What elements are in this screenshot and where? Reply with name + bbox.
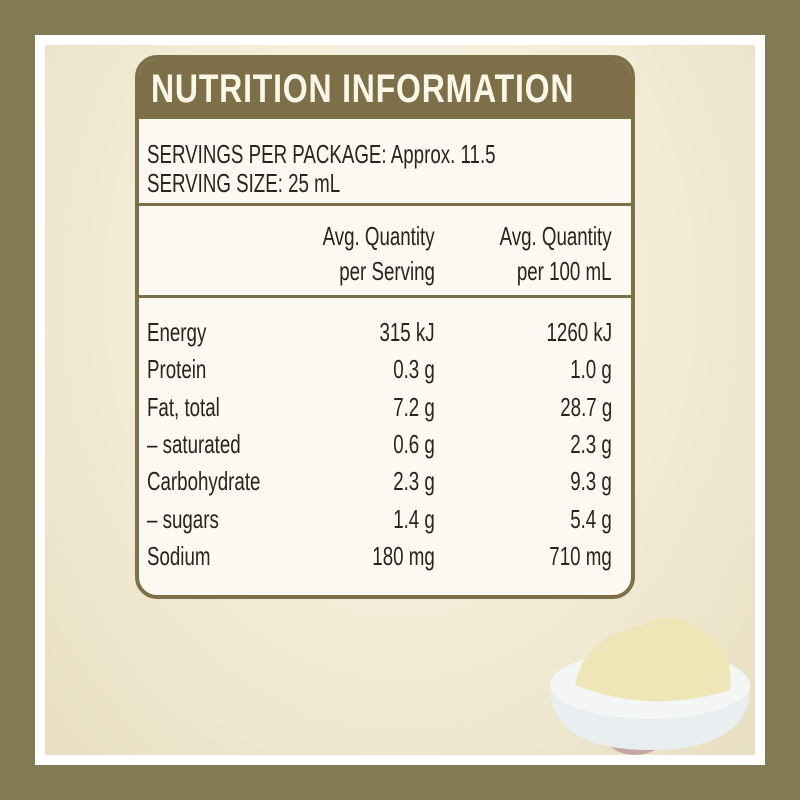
title: NUTRITION INFORMATION bbox=[151, 67, 575, 111]
nutrient-value: 1260 kJ bbox=[546, 317, 612, 347]
nutrient-value: 180 mg bbox=[372, 540, 435, 571]
column-header: Avg. Quantity bbox=[499, 221, 612, 251]
column-header: Avg. Quantity bbox=[322, 221, 435, 251]
nutrient-name: Sodium bbox=[147, 540, 211, 571]
divider bbox=[139, 295, 631, 298]
column-header: per 100 mL bbox=[517, 256, 612, 286]
nutrient-value: 9.3 g bbox=[570, 466, 612, 497]
nutrient-value: 2.3 g bbox=[393, 466, 435, 497]
nutrient-value: 28.7 g bbox=[559, 391, 612, 422]
nutrient-value: 2.3 g bbox=[570, 428, 612, 459]
nutrient-value: 7.2 g bbox=[393, 391, 435, 422]
title-bar: NUTRITION INFORMATION bbox=[139, 59, 631, 119]
mayo bbox=[575, 617, 731, 702]
nutrient-name: Carbohydrate bbox=[147, 466, 261, 497]
servings-line: SERVINGS PER PACKAGE: Approx. 11.5 bbox=[147, 139, 496, 169]
nutrient-name: Energy bbox=[147, 317, 207, 347]
servings-line: SERVING SIZE: 25 mL bbox=[147, 168, 341, 198]
nutrient-value: 0.6 g bbox=[393, 428, 435, 459]
nutrient-value: 710 mg bbox=[549, 540, 612, 571]
background: NUTRITION INFORMATION SERVINGS PER PACKA… bbox=[45, 45, 755, 755]
column-header: per Serving bbox=[339, 256, 435, 286]
frame: NUTRITION INFORMATION SERVINGS PER PACKA… bbox=[35, 35, 765, 765]
nutrient-name: Fat, total bbox=[147, 391, 220, 422]
nutrient-value: 1.4 g bbox=[393, 503, 435, 534]
nutrient-value: 5.4 g bbox=[570, 503, 612, 534]
nutrient-name: – saturated bbox=[147, 428, 241, 459]
nutrient-name: Protein bbox=[147, 354, 207, 385]
nutrition-panel: NUTRITION INFORMATION SERVINGS PER PACKA… bbox=[135, 55, 635, 599]
nutrient-value: 0.3 g bbox=[393, 354, 435, 385]
bowl-illustration bbox=[550, 617, 750, 755]
divider bbox=[139, 203, 631, 206]
nutrient-value: 315 kJ bbox=[379, 317, 435, 347]
nutrient-value: 1.0 g bbox=[570, 354, 612, 385]
nutrient-name: – sugars bbox=[147, 503, 219, 534]
